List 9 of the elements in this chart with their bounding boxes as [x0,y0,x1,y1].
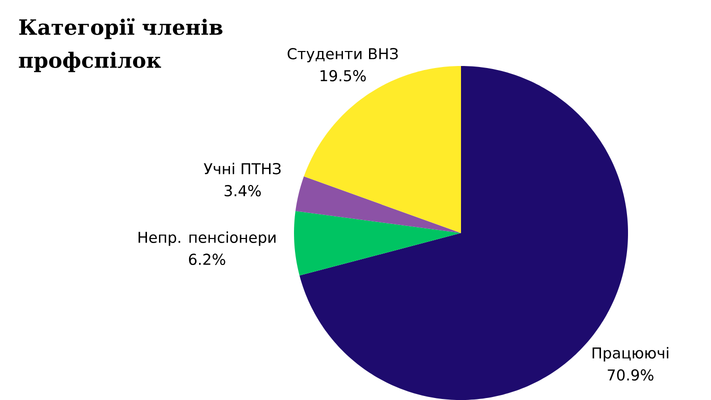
slice-label: Непр. пенсіонери [138,231,276,246]
data-label: 70.9% [608,369,654,381]
slice-label: Студенти ВНЗ [288,48,398,62]
chart-title: Категорії членів профспілок [18,18,222,72]
data-label: 3.4% [224,185,261,196]
data-label: 6.2% [188,254,226,266]
slice-label: Учні ПТНЗ [204,162,281,174]
slice-label: Працюючі [592,347,668,362]
data-label: 19.5% [320,70,366,82]
